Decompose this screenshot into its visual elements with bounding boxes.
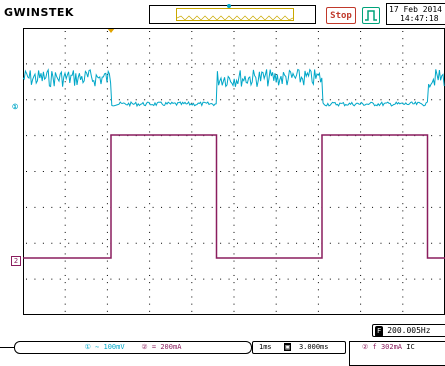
graticule: [23, 28, 445, 315]
trigger-level[interactable]: 302mA: [380, 343, 403, 351]
overview-window: [176, 8, 294, 21]
ch2-scale[interactable]: ② = 200mA: [141, 343, 182, 351]
ch2-ground-marker[interactable]: 2: [11, 256, 21, 266]
date-text: 17 Feb 2014: [389, 5, 442, 14]
measure-badge-icon: F: [375, 326, 384, 337]
time-per-div[interactable]: 1ms: [259, 343, 272, 351]
waveform-screen: [23, 28, 445, 315]
scroll-line: [0, 347, 14, 348]
overview-waveform-icon: [176, 15, 294, 21]
brand-logo: GWINSTEK: [4, 6, 74, 19]
trigger-edge: f: [372, 343, 377, 351]
trigger-channel: ②: [362, 343, 369, 351]
trigger-panel[interactable]: ② f 302mA IC: [349, 341, 445, 366]
time-text: 14:47:18: [400, 14, 439, 23]
trigger-position-marker[interactable]: [107, 28, 115, 33]
frequency-value: 200.005Hz: [387, 326, 431, 335]
ch1-ground-marker[interactable]: ①: [12, 103, 19, 111]
trigger-coupling: IC: [406, 343, 415, 351]
frequency-readout: F 200.005Hz: [372, 324, 445, 337]
ch2-waveform: [23, 134, 445, 259]
run-stop-indicator[interactable]: Stop: [326, 7, 356, 24]
ch1-waveform: [23, 68, 445, 108]
overview-cursor: [227, 4, 231, 8]
position-icon: ▣: [284, 343, 291, 351]
timebase-panel[interactable]: 1ms ▣ 3.000ms: [252, 341, 346, 354]
date-time-display: 17 Feb 2014 14:47:18: [386, 3, 445, 25]
memory-overview-bar: [149, 4, 316, 24]
trigger-waveform-icon: [362, 7, 380, 24]
trigger-position[interactable]: 3.000ms: [298, 343, 329, 351]
ch1-scale[interactable]: ① ∼ 100mV: [84, 343, 125, 351]
channel-scale-panel[interactable]: ① ∼ 100mV ② = 200mA: [14, 341, 252, 354]
